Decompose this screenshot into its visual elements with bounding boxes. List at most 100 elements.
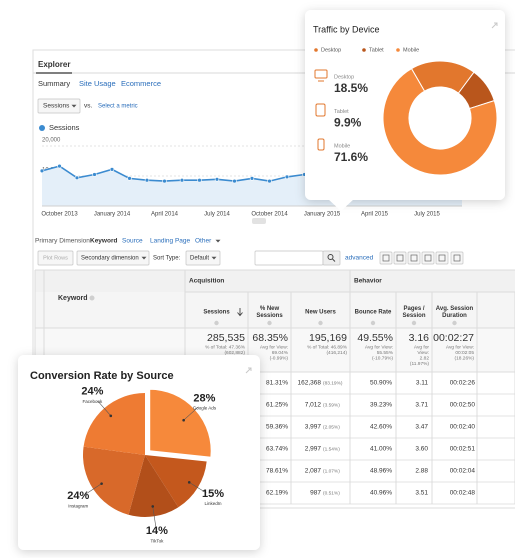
desktop-icon [314,69,328,79]
column-header[interactable]: % New [260,306,280,312]
x-tick-label: April 2014 [151,212,179,218]
table-cell: 42.60% [370,424,392,431]
x-tick-label: October 2014 [251,212,288,218]
subtab[interactable]: Ecommerce [121,79,161,88]
view-toggle[interactable] [379,251,393,265]
column-header[interactable]: Session [402,313,425,319]
slice-value: 28% [193,392,215,404]
tab[interactable]: Explorer [38,60,70,69]
slice-label: Instagram [68,503,88,508]
dimension-option[interactable]: Keyword [90,238,117,245]
subtab[interactable]: Site Usage [79,79,116,88]
total-note: % of Total: 46.89% [307,344,348,350]
column-header[interactable]: Avg. Session [436,306,474,312]
point [249,176,255,181]
subtab[interactable]: Summary [38,79,70,88]
x-tick-label: July 2015 [414,212,440,218]
table-cell: 162,368 [298,380,322,387]
view-toggle[interactable] [435,251,449,265]
column-header[interactable]: New Users [305,310,336,316]
table-cell: 3.60 [415,446,428,453]
cell-share: (1.07%) [323,468,340,474]
column-header[interactable]: Pages / [403,306,424,312]
leader-line [152,506,157,527]
help-icon [89,295,95,301]
search-input[interactable] [254,250,324,266]
card-title: Conversion Rate by Source [30,370,174,382]
legend-swatch [39,125,45,131]
column-header[interactable]: Sessions [203,310,230,316]
table-cell: 61.25% [266,402,288,409]
group-header: Behavior [354,278,382,285]
table-cell: 3.71 [415,402,428,409]
group-header: Acquisition [189,278,224,285]
total-note: (18.26%) [455,355,475,361]
legend-label: Mobile [403,47,419,53]
scroll-handle[interactable] [252,218,266,224]
dropdown-caret [211,256,217,260]
legend-label: Desktop [321,47,341,53]
view-glyph [453,254,461,262]
total-note: Avg for [414,344,430,350]
table-cell: 62.19% [266,490,288,497]
metric-dropdown[interactable] [37,98,81,114]
leader-dot [182,418,185,422]
view-glyph [424,254,432,262]
view-toggle[interactable] [407,251,421,265]
x-tick-label: April 2015 [361,212,389,218]
total-value: 3.16 [409,332,430,344]
column-header[interactable]: Duration [442,313,467,319]
column-header[interactable]: Keyword [58,295,88,302]
total-note: Avg for View: [260,344,288,350]
leader-line [183,406,199,421]
column-header[interactable]: Bounce Rate [355,310,392,316]
table-cell: 00:02:51 [450,446,476,453]
sort-dropdown[interactable] [185,250,221,266]
metric-label: Sessions [43,103,70,110]
point [197,178,202,183]
pie-slice [82,446,145,515]
total-note: (11.97%) [410,361,430,367]
advanced-link[interactable]: advanced [345,255,374,262]
table-cell: 3.47 [415,424,428,431]
view-glyph [438,254,446,262]
pie-slice [145,455,207,508]
view-toggle[interactable] [393,251,407,265]
dimension-option[interactable]: Source [122,238,143,245]
card-pointer [328,199,354,211]
search-button[interactable] [322,250,341,266]
search-icon [327,254,334,260]
point [162,178,167,184]
y-tick-label: 20,000 [42,138,61,144]
column-header[interactable]: Sessions [256,313,283,319]
table-cell: 2.88 [415,468,428,475]
expand-icon[interactable] [245,367,252,374]
expand-icon[interactable] [491,22,498,29]
traffic-card: Traffic by Device Desktop Tablet Mobile Desk… [305,10,505,211]
tablet-icon [315,103,326,117]
table-cell: 3.51 [415,490,428,497]
point [127,176,132,181]
select-metric[interactable]: Select a metric [98,104,138,110]
device-label: Mobile [334,143,350,149]
view-toggle[interactable] [450,251,464,265]
dimension-option[interactable]: Landing Page [150,238,191,245]
secondary-dimension-dropdown[interactable] [76,250,150,266]
pie-slice [128,455,179,517]
search-icon-handle [332,258,336,262]
sort-type-label: Sort Type: [153,256,181,262]
point [144,178,150,183]
table-cell: 00:02:26 [450,380,476,387]
help-icon [267,320,272,326]
help-icon [214,320,219,326]
view-toggle[interactable] [421,251,435,265]
dimension-option[interactable]: Other [195,238,212,245]
leader-dot [187,481,191,484]
plot-rows-button[interactable] [37,250,74,266]
legend-swatch [396,48,400,52]
table-cell: 3.11 [416,380,429,387]
x-tick-label: October 2013 [41,212,78,218]
point [109,167,115,172]
view-glyph [410,254,418,262]
leader-line [189,482,207,494]
